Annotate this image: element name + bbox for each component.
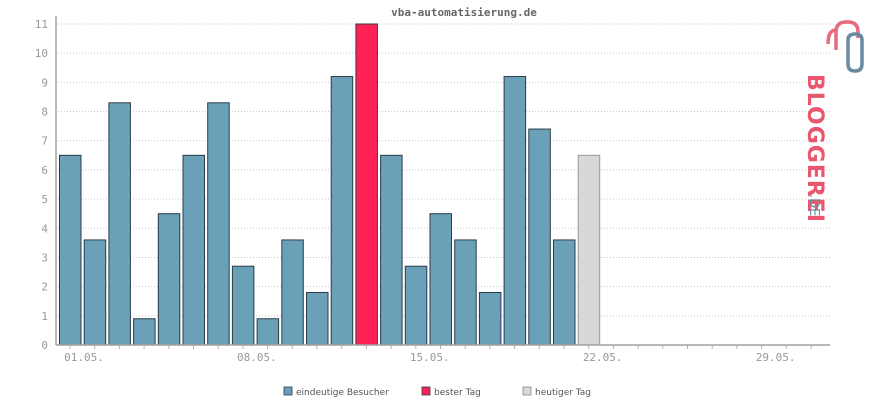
bar — [182, 154, 205, 346]
bar — [256, 318, 280, 346]
legend-label-visitors: eindeutige Besucher — [296, 388, 389, 398]
x-tick-label: 15.05. — [410, 351, 450, 364]
x-tick-label: 22.05. — [583, 351, 623, 364]
y-tick-label: 8 — [41, 106, 48, 119]
y-tick-label: 6 — [41, 164, 48, 177]
bar — [83, 239, 107, 346]
bloggerei-logo-icon — [826, 20, 864, 73]
x-tick-label: 01.05. — [64, 351, 104, 364]
bar — [429, 213, 452, 346]
bar — [380, 154, 403, 346]
y-tick-label: 3 — [41, 251, 48, 264]
legend-label-today: heutiger Tag — [535, 388, 591, 398]
x-axis-ticks: 01.05. 08.05. 15.05. 22.05. 29.05. — [64, 345, 812, 364]
bar — [133, 318, 156, 346]
bloggerei-logo: BLOGGEREI .DE — [802, 20, 864, 223]
y-tick-label: 5 — [41, 193, 48, 206]
legend-swatch-today — [522, 386, 532, 396]
y-tick-label: 4 — [41, 222, 48, 235]
bar — [59, 154, 82, 346]
x-tick-label: 08.05. — [237, 351, 277, 364]
y-tick-label: 2 — [41, 281, 48, 294]
bloggerei-wordmark-suffix: .DE — [806, 194, 821, 216]
bar — [207, 102, 230, 346]
bar — [528, 128, 551, 346]
bar — [454, 239, 477, 346]
legend-swatch-visitors — [283, 386, 293, 396]
y-tick-label: 7 — [41, 135, 48, 148]
axes — [55, 16, 830, 346]
y-axis-ticks: 0 1 2 3 4 5 6 7 8 9 10 11 — [35, 18, 49, 352]
bloggerei-wordmark-main: BLOGGEREI — [802, 74, 827, 223]
bar-today — [577, 154, 601, 346]
bar — [330, 76, 354, 346]
y-tick-label: 10 — [35, 47, 48, 60]
y-tick-label: 11 — [35, 18, 48, 31]
bar — [108, 102, 131, 346]
bar — [306, 291, 329, 346]
legend-swatch-best-day — [421, 386, 431, 396]
legend-label-best-day: bester Tag — [434, 388, 481, 398]
chart-title: vba-automatisierung.de — [391, 6, 537, 19]
y-tick-label: 9 — [41, 76, 48, 89]
bar — [157, 213, 181, 346]
bar — [553, 239, 576, 346]
legend: eindeutige Besucher bester Tag heutiger … — [283, 386, 591, 398]
bar — [503, 76, 527, 346]
x-tick-label: 29.05. — [756, 351, 796, 364]
y-tick-label: 0 — [41, 339, 48, 352]
bar — [478, 291, 502, 346]
bloggerei-wordmark: BLOGGEREI .DE — [802, 74, 827, 223]
bar — [231, 265, 255, 346]
bar — [281, 239, 304, 346]
bar-best-day — [355, 23, 378, 346]
bar — [404, 265, 428, 346]
bars — [59, 23, 601, 346]
y-tick-label: 1 — [41, 310, 48, 323]
